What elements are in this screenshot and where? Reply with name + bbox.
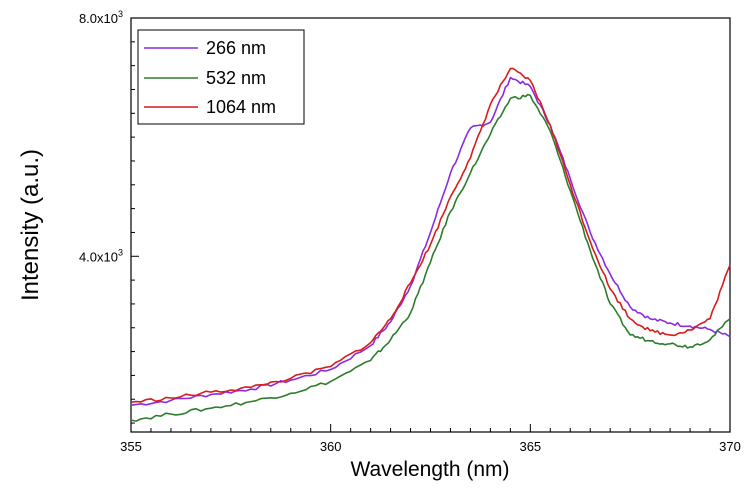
series-line [130,76,731,406]
legend-label-1064nm: 1064 nm [206,97,276,117]
x-tick-label: 370 [719,439,741,454]
x-tick-label: 365 [519,439,541,454]
legend: 266 nm 532 nm 1064 nm [137,29,305,125]
y-tick-labels: 4.0x103 8.0x103 [79,9,123,264]
y-axis-title: Intensity (a.u.) [17,149,44,301]
x-tick-labels: 355 360 365 370 [120,439,741,454]
y-tick-label: 8.0x103 [79,9,123,26]
series-lines [130,67,731,422]
x-axis-title: Wavelength (nm) [350,458,509,481]
axis-ticks [130,17,731,432]
legend-label-532nm: 532 nm [206,68,266,88]
legend-label-266nm: 266 nm [206,38,266,58]
y-tick-label: 4.0x103 [79,247,123,264]
x-tick-label: 355 [120,439,142,454]
series-line [130,67,731,403]
series-line [130,93,731,422]
x-tick-label: 360 [320,439,342,454]
legend-box [137,29,305,125]
